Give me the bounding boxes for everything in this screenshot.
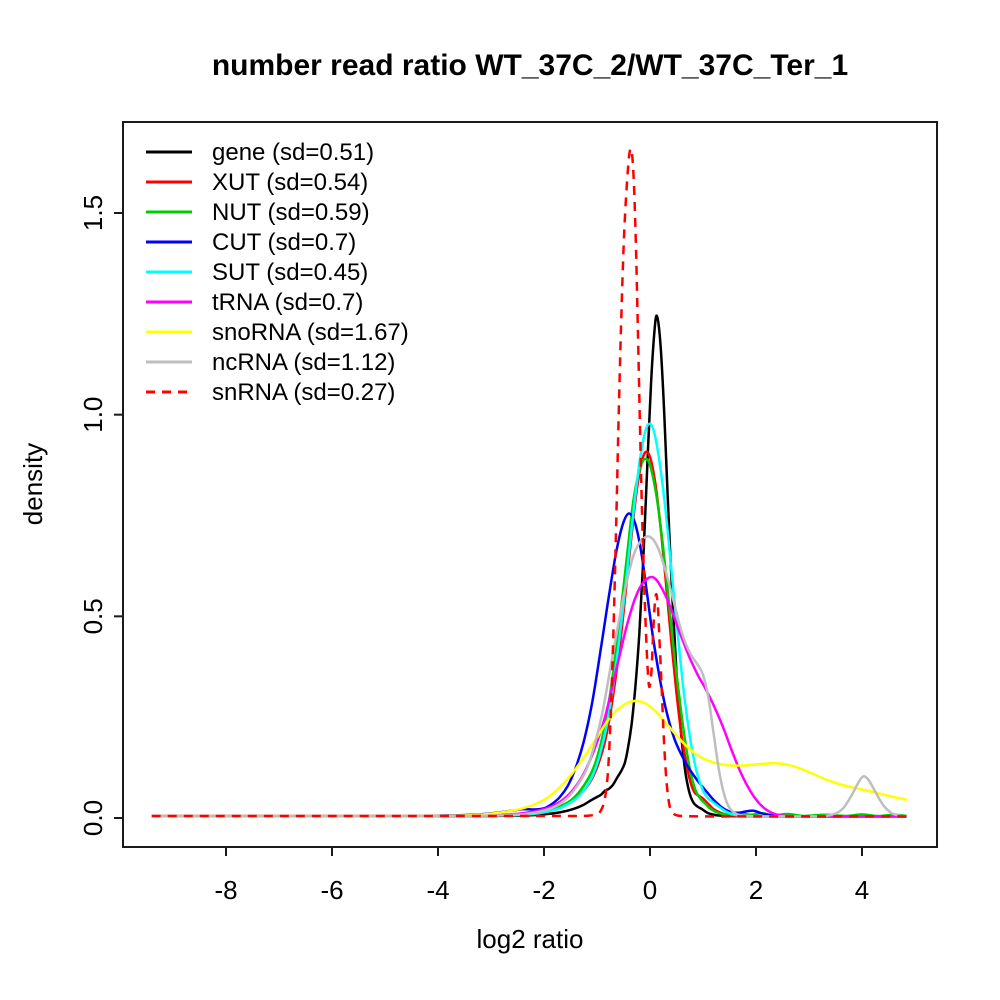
x-tick-label: 2 — [749, 875, 763, 905]
legend-item-NUT: NUT (sd=0.59) — [146, 199, 370, 226]
y-tick-label: 1.5 — [78, 195, 108, 231]
legend-item-gene: gene (sd=0.51) — [146, 139, 374, 166]
x-axis-ticks: -8 -6 -4 -2 0 2 4 — [214, 847, 869, 905]
density-curves — [151, 147, 908, 818]
legend-item-CUT: CUT (sd=0.7) — [146, 229, 356, 256]
y-axis-ticks: 0.0 0.5 1.0 1.5 — [78, 195, 123, 836]
legend-label-NUT: NUT (sd=0.59) — [212, 199, 370, 226]
density-curve-CUT — [151, 512, 907, 818]
x-axis-label: log2 ratio — [477, 924, 584, 954]
x-tick-label: -2 — [532, 875, 555, 905]
x-tick-label: -8 — [214, 875, 237, 905]
x-tick-label: 4 — [855, 875, 869, 905]
legend: gene (sd=0.51) XUT (sd=0.54) NUT (sd=0.59)… — [146, 139, 409, 406]
legend-label-SUT: SUT (sd=0.45) — [212, 259, 368, 286]
legend-item-snRNA: snRNA (sd=0.27) — [146, 379, 395, 406]
density-curve-ncRNA — [151, 535, 908, 818]
density-curve-gene — [151, 314, 907, 818]
x-tick-label: -4 — [426, 875, 449, 905]
density-curve-SUT — [151, 422, 907, 818]
density-curve-XUT — [151, 450, 907, 818]
plot-area-border — [122, 121, 938, 848]
y-tick-label: 1.0 — [78, 397, 108, 433]
y-tick-label: 0.0 — [78, 800, 108, 836]
legend-label-tRNA: tRNA (sd=0.7) — [212, 289, 363, 316]
density-curve-NUT — [151, 457, 908, 818]
legend-label-ncRNA: ncRNA (sd=1.12) — [212, 349, 395, 376]
legend-item-tRNA: tRNA (sd=0.7) — [146, 289, 363, 316]
legend-item-SUT: SUT (sd=0.45) — [146, 259, 368, 286]
legend-item-ncRNA: ncRNA (sd=1.12) — [146, 349, 395, 376]
density-curve-snRNA — [151, 147, 907, 818]
density-curve-snoRNA — [151, 699, 908, 818]
chart-title: number read ratio WT_37C_2/WT_37C_Ter_1 — [212, 49, 848, 82]
legend-item-XUT: XUT (sd=0.54) — [146, 169, 368, 196]
y-tick-label: 0.5 — [78, 598, 108, 634]
legend-label-snoRNA: snoRNA (sd=1.67) — [212, 319, 409, 346]
legend-label-CUT: CUT (sd=0.7) — [212, 229, 356, 256]
x-tick-label: 0 — [643, 875, 657, 905]
y-axis-label: density — [18, 443, 48, 525]
density-curve-tRNA — [151, 575, 907, 818]
legend-label-snRNA: snRNA (sd=0.27) — [212, 379, 395, 406]
legend-label-XUT: XUT (sd=0.54) — [212, 169, 368, 196]
legend-item-snoRNA: snoRNA (sd=1.67) — [146, 319, 409, 346]
x-tick-label: -6 — [320, 875, 343, 905]
legend-label-gene: gene (sd=0.51) — [212, 139, 374, 166]
